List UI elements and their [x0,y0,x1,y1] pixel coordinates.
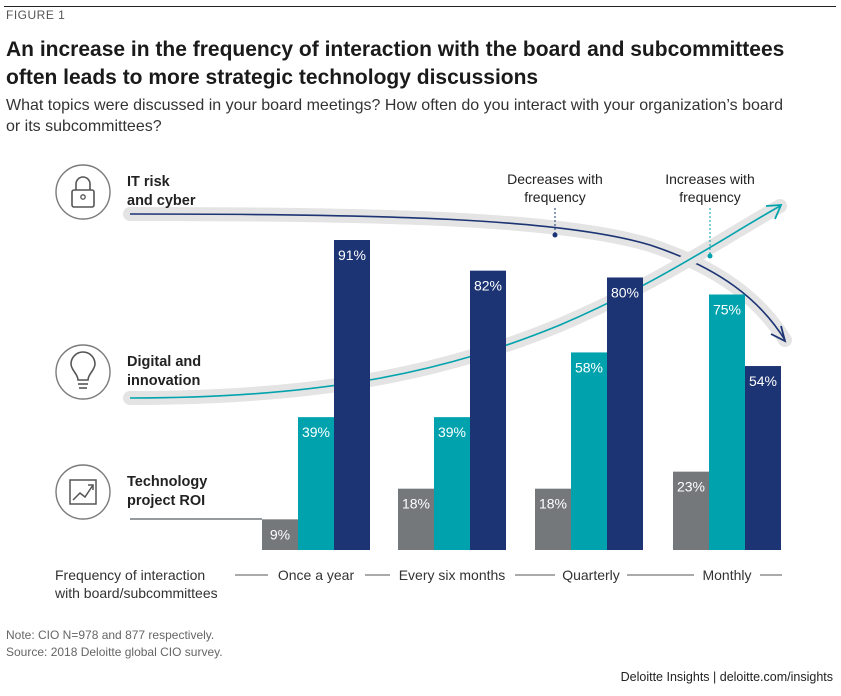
x-tick-label: Monthly [702,567,751,583]
note-text: Note: CIO N=978 and 877 respectively. [6,628,215,642]
bar-2-3 [745,366,781,550]
series-icon-circle [55,344,111,400]
bar-1-3 [709,294,745,550]
lock-icon-body [71,189,95,208]
x-tick-label: Every six months [399,567,506,583]
series-label-line2: innovation [127,373,200,389]
decrease-annotation-dot [552,232,558,238]
series-label-line2: and cyber [127,193,196,209]
lock-icon-keyhole [80,194,86,200]
lightbulb-icon [70,351,96,381]
decrease-arrowhead [770,325,787,343]
series-label-line1: Digital and [127,354,201,370]
x-tick-label: Quarterly [562,567,620,583]
bar-value-label: 18% [402,496,430,512]
increase-trend-line [129,205,781,399]
series-label-line1: Technology [127,474,207,490]
source-text: Source: 2018 Deloitte global CIO survey. [6,645,223,659]
bar-value-label: 23% [677,479,705,495]
x-tick-label: Once a year [278,567,355,583]
decrease-trend-shadow [123,207,792,347]
bar-2-1 [470,270,506,550]
chart-title: An increase in the frequency of interact… [6,38,785,89]
series-icon-circle [55,164,111,220]
chart-subtitle: What topics were discussed in your board… [6,97,784,135]
decrease-annotation-line1: Decreases with [507,171,603,187]
series-label-line1: IT risk [127,174,171,190]
increase-trend-shadow [123,199,787,405]
bar-value-label: 82% [474,278,502,294]
top-rule [4,6,836,7]
bar-value-label: 80% [611,284,639,300]
decrease-trend-line [129,213,786,341]
increase-annotation-line2: frequency [679,189,740,205]
bar-value-label: 75% [713,302,741,318]
x-axis-title-line1: Frequency of interaction [55,567,205,583]
trend-chart-icon-line [72,484,94,501]
increase-arrowhead [765,204,783,220]
bar-value-label: 9% [270,526,290,542]
x-axis-title-line2: with board/subcommittees [54,585,218,601]
series-icon-circle [55,464,111,520]
bar-0-2 [535,488,571,550]
bar-value-label: 18% [539,496,567,512]
trend-chart-icon-arrow [88,484,94,490]
bar-1-1 [434,417,470,550]
trend-chart-icon [69,479,97,505]
bar-0-0 [262,519,298,550]
bar-1-2 [571,352,607,550]
bar-value-label: 39% [302,424,330,440]
bar-value-label: 91% [338,247,366,263]
increase-annotation-line1: Increases with [665,171,754,187]
bar-2-2 [607,277,643,550]
figure-label: FIGURE 1 [6,8,66,22]
series-label-line2: project ROI [127,493,205,509]
bar-0-3 [673,471,709,550]
bar-value-label: 58% [575,359,603,375]
lock-icon [75,176,91,190]
increase-annotation-dot [707,253,713,259]
footer-credit: Deloitte Insights | deloitte.com/insight… [620,670,833,684]
bar-1-0 [298,417,334,550]
bar-2-0 [334,240,370,550]
bar-value-label: 39% [438,424,466,440]
bar-value-label: 54% [749,373,777,389]
decrease-annotation-line2: frequency [524,189,585,205]
bar-0-1 [398,488,434,550]
